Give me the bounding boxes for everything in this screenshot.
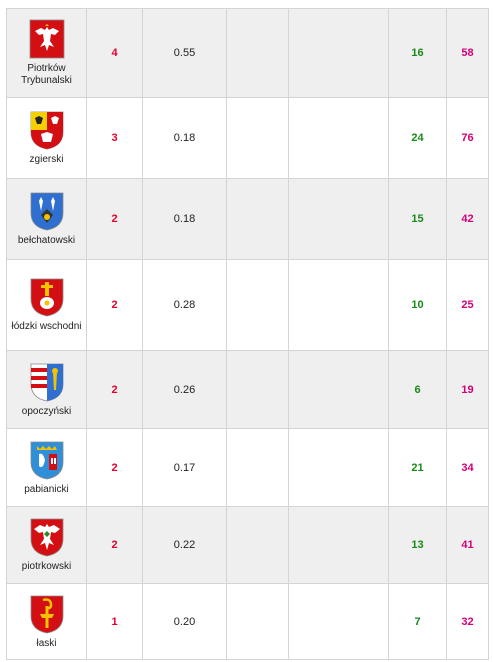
table-row: pabianicki 2 0.17 21 34 [6,428,489,507]
value-c: 21 [388,428,447,507]
red-white-stripes-crest-icon [30,363,63,401]
district-name: zgierski [29,154,64,165]
value-c: 15 [388,178,447,260]
district-cell: łaski [6,583,87,660]
value-a: 4 [86,8,143,98]
value-a: 2 [86,506,143,584]
value-a: 2 [86,428,143,507]
value-a: 1 [86,583,143,660]
district-name: opoczyński [21,405,72,417]
value-d: 32 [446,583,489,660]
empty-cell [226,178,289,260]
value-d: 41 [446,506,489,584]
value-b: 0.18 [142,178,227,260]
value-c: 6 [388,350,447,429]
red-yellow-crozier-crest-icon [30,595,63,633]
yellow-red-eagle-crest-icon [30,111,63,150]
district-name: piotrkowski [21,561,72,572]
table-row: Piotrków Trybunalski 4 0.55 16 58 [6,8,489,98]
value-c: 7 [388,583,447,660]
value-c: 24 [388,97,447,179]
value-d: 58 [446,8,489,98]
value-b: 0.55 [142,8,227,98]
value-c: 13 [388,506,447,584]
value-b: 0.22 [142,506,227,584]
value-c: 16 [388,8,447,98]
table-row: łaski 1 0.20 7 32 [6,583,489,660]
white-eagle-red-crest-icon [30,518,63,557]
value-c: 10 [388,259,447,351]
blue-castle-crest-icon [30,441,63,479]
table-row: zgierski 3 0.18 24 76 [6,97,489,179]
empty-cell [288,259,389,351]
district-cell: Piotrków Trybunalski [6,8,87,98]
district-name: bełchatowski [17,235,76,246]
empty-cell [226,428,289,507]
value-d: 76 [446,97,489,179]
value-d: 34 [446,428,489,507]
value-d: 19 [446,350,489,429]
empty-cell [226,350,289,429]
value-a: 3 [86,97,143,179]
district-cell: pabianicki [6,428,87,507]
empty-cell [288,428,389,507]
empty-cell [288,583,389,660]
district-name: Piotrków Trybunalski [21,63,72,86]
district-cell: bełchatowski [6,178,87,260]
district-name: pabianicki [24,483,69,495]
empty-cell [226,506,289,584]
value-a: 2 [86,178,143,260]
blue-fleur-crest-icon [30,192,63,231]
empty-cell [288,350,389,429]
empty-cell [288,8,389,98]
value-b: 0.28 [142,259,227,351]
table-row: opoczyński 2 0.26 6 19 [6,350,489,429]
value-b: 0.26 [142,350,227,429]
empty-cell [226,8,289,98]
empty-cell [288,506,389,584]
empty-cell [288,178,389,260]
district-cell: łódzki wschodni [6,259,87,351]
value-d: 42 [446,178,489,260]
value-b: 0.18 [142,97,227,179]
value-a: 2 [86,350,143,429]
value-d: 25 [446,259,489,351]
table-row: łódzki wschodni 2 0.28 10 25 [6,259,489,351]
value-a: 2 [86,259,143,351]
district-name: łódzki wschodni [11,321,82,332]
white-eagle-on-red-crest-icon [29,19,64,59]
red-cross-crest-icon [30,278,63,317]
empty-cell [226,583,289,660]
stats-table: Piotrków Trybunalski 4 0.55 16 58 [6,8,489,660]
table-row: bełchatowski 2 0.18 15 42 [6,178,489,260]
value-b: 0.17 [142,428,227,507]
empty-cell [288,97,389,179]
district-cell: piotrkowski [6,506,87,584]
district-cell: zgierski [6,97,87,179]
value-b: 0.20 [142,583,227,660]
empty-cell [226,97,289,179]
district-cell: opoczyński [6,350,87,429]
district-name: łaski [36,637,57,649]
stats-table-container: Piotrków Trybunalski 4 0.55 16 58 [6,8,489,660]
empty-cell [226,259,289,351]
table-row: piotrkowski 2 0.22 13 41 [6,506,489,584]
